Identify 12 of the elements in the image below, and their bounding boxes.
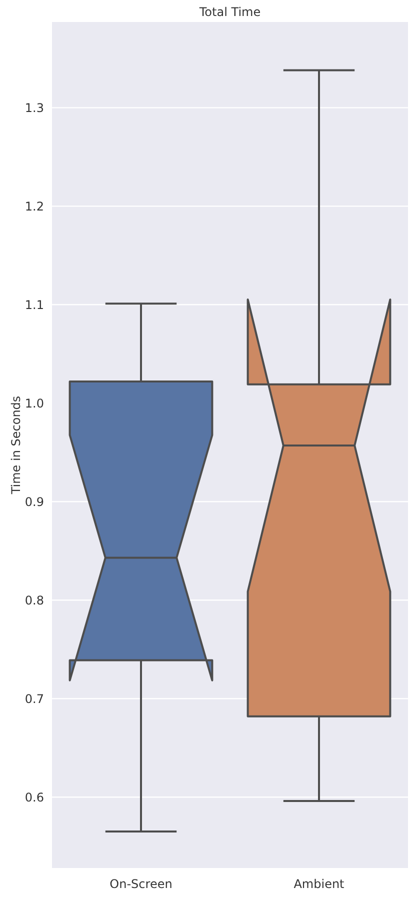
- chart-title: Total Time: [198, 5, 261, 19]
- y-axis-title: Time in Seconds: [9, 396, 23, 496]
- y-tick-label: 0.8: [24, 593, 44, 608]
- y-tick-label: 0.9: [24, 494, 44, 509]
- x-tick-label: Ambient: [294, 877, 345, 891]
- y-tick-label: 0.6: [24, 790, 44, 804]
- y-tick-label: 0.7: [24, 692, 44, 706]
- y-tick-label: 1.3: [24, 100, 44, 115]
- y-tick-label: 1.2: [24, 199, 44, 214]
- y-tick-label: 1.1: [24, 298, 44, 312]
- x-tick-label: On-Screen: [110, 877, 172, 891]
- y-tick-label: 1.0: [24, 396, 44, 410]
